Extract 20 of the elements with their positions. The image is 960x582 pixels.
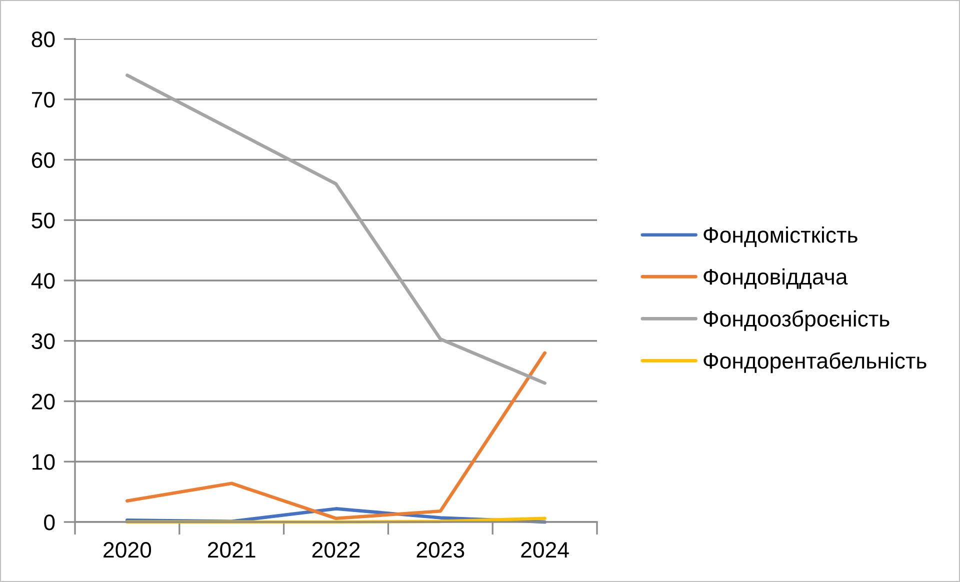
y-tick-label: 80	[32, 32, 55, 48]
x-tick-label: 2021	[208, 542, 256, 558]
legend-label: Фондорентабельність	[704, 352, 926, 374]
y-tick-label: 40	[31, 273, 55, 289]
x-tick-label: 2022	[312, 542, 360, 558]
y-tick-label: 20	[32, 394, 55, 410]
y-tick-label: 50	[32, 212, 55, 228]
y-tick-label: 70	[32, 92, 55, 108]
legend-label: Фондомісткість	[704, 226, 858, 248]
line-series	[126, 74, 546, 385]
x-tick-label: 2023	[416, 542, 464, 558]
line-series	[126, 351, 546, 520]
y-tick-label: 30	[32, 333, 55, 350]
x-tick-label: 2024	[521, 542, 569, 558]
y-tick-label: 10	[32, 454, 55, 470]
x-tick-label: 2020	[104, 542, 152, 558]
y-tick-label: 0	[44, 514, 55, 530]
y-tick-label: 60	[32, 152, 55, 168]
legend-label: Фондовіддача	[704, 268, 848, 289]
legend-label: Фондоозброєність	[704, 310, 890, 332]
